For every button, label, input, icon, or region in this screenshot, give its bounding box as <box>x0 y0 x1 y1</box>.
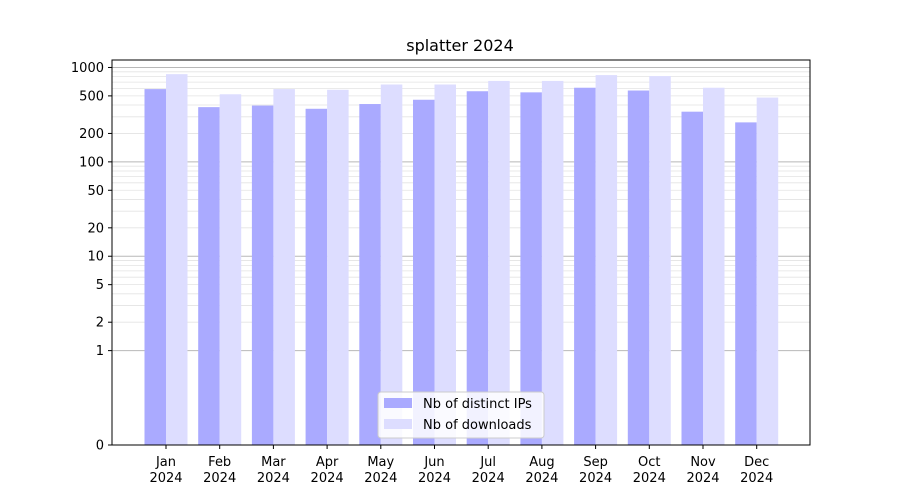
x-tick-label-year: 2024 <box>686 471 719 486</box>
y-tick-label: 2 <box>96 316 104 331</box>
bar-distinct-ips-may <box>359 104 381 445</box>
legend-label-distinct-ips: Nb of distinct IPs <box>423 397 532 412</box>
bar-distinct-ips-feb <box>198 107 220 445</box>
bar-distinct-ips-apr <box>305 108 328 446</box>
y-axis: 0 1 2 5 10 20 50 100 200 500 1000 <box>71 61 112 454</box>
legend-swatch-distinct-ips <box>384 398 412 408</box>
bar-downloads-oct <box>649 76 671 445</box>
y-tick-label: 500 <box>79 89 104 104</box>
x-tick-label-month: Dec <box>744 455 769 470</box>
chart-title: splatter 2024 <box>406 36 514 55</box>
legend-label-downloads: Nb of downloads <box>423 418 532 433</box>
y-tick-label: 1 <box>96 344 104 359</box>
x-tick-label-month: Nov <box>690 455 716 470</box>
bar-distinct-ips-oct <box>627 90 650 446</box>
bar-downloads-jul <box>488 80 510 445</box>
bar-downloads-feb <box>219 94 242 445</box>
y-tick-label: 0 <box>96 439 104 454</box>
x-axis: Jan2024Feb2024Mar2024Apr2024May2024Jun20… <box>149 445 773 486</box>
bar-downloads-sep <box>595 75 618 445</box>
bar-distinct-ips-jul <box>466 91 489 446</box>
legend-swatch-downloads <box>384 419 412 429</box>
x-tick-label-year: 2024 <box>579 471 612 486</box>
x-tick-label-month: Jun <box>423 455 444 470</box>
bar-downloads-nov <box>703 87 725 445</box>
x-tick-label-month: Aug <box>529 455 554 470</box>
x-tick-label-year: 2024 <box>149 471 182 486</box>
legend-box <box>377 391 545 439</box>
x-tick-label-year: 2024 <box>633 471 666 486</box>
x-tick-label-year: 2024 <box>740 471 773 486</box>
bar-distinct-ips-mar <box>251 105 274 445</box>
bar-distinct-ips-nov <box>681 111 703 446</box>
x-tick-label-year: 2024 <box>525 471 558 486</box>
plot-frame <box>111 59 811 446</box>
bar-distinct-ips-sep <box>574 87 596 445</box>
y-tick-label: 200 <box>79 127 104 142</box>
bar-downloads-mar <box>273 89 295 445</box>
x-tick-label-month: Jul <box>479 455 496 470</box>
x-tick-label-month: Feb <box>208 455 231 470</box>
x-tick-label-month: Mar <box>261 455 286 470</box>
x-tick-label-month: Apr <box>316 455 339 470</box>
bars <box>144 74 779 446</box>
bar-downloads-jan <box>166 74 188 445</box>
bar-downloads-jun <box>434 84 456 445</box>
y-tick-label: 100 <box>79 155 104 170</box>
x-tick-label-month: Oct <box>638 455 660 470</box>
bar-distinct-ips-aug <box>520 92 542 445</box>
bar-distinct-ips-dec <box>735 122 757 445</box>
bar-downloads-aug <box>541 80 564 445</box>
x-tick-label-year: 2024 <box>257 471 290 486</box>
x-tick-label-year: 2024 <box>472 471 505 486</box>
x-tick-label-year: 2024 <box>418 471 451 486</box>
bar-downloads-may <box>380 84 403 445</box>
x-tick-label-year: 2024 <box>364 471 397 486</box>
y-tick-label: 1000 <box>71 61 104 76</box>
x-tick-label-year: 2024 <box>311 471 344 486</box>
x-tick-label-month: May <box>367 455 394 470</box>
y-tick-label: 20 <box>87 221 104 236</box>
y-tick-label: 5 <box>96 278 104 293</box>
bar-distinct-ips-jan <box>144 89 166 445</box>
x-tick-label-month: Sep <box>583 455 608 470</box>
bar-downloads-apr <box>327 89 349 445</box>
bar-distinct-ips-jun <box>413 99 435 445</box>
y-tick-label: 50 <box>87 184 104 199</box>
x-tick-label-year: 2024 <box>203 471 236 486</box>
y-tick-label: 10 <box>87 250 104 265</box>
x-tick-label-month: Jan <box>155 455 176 470</box>
bar-downloads-dec <box>756 97 779 445</box>
legend: Nb of distinct IPs Nb of downloads <box>377 391 545 439</box>
